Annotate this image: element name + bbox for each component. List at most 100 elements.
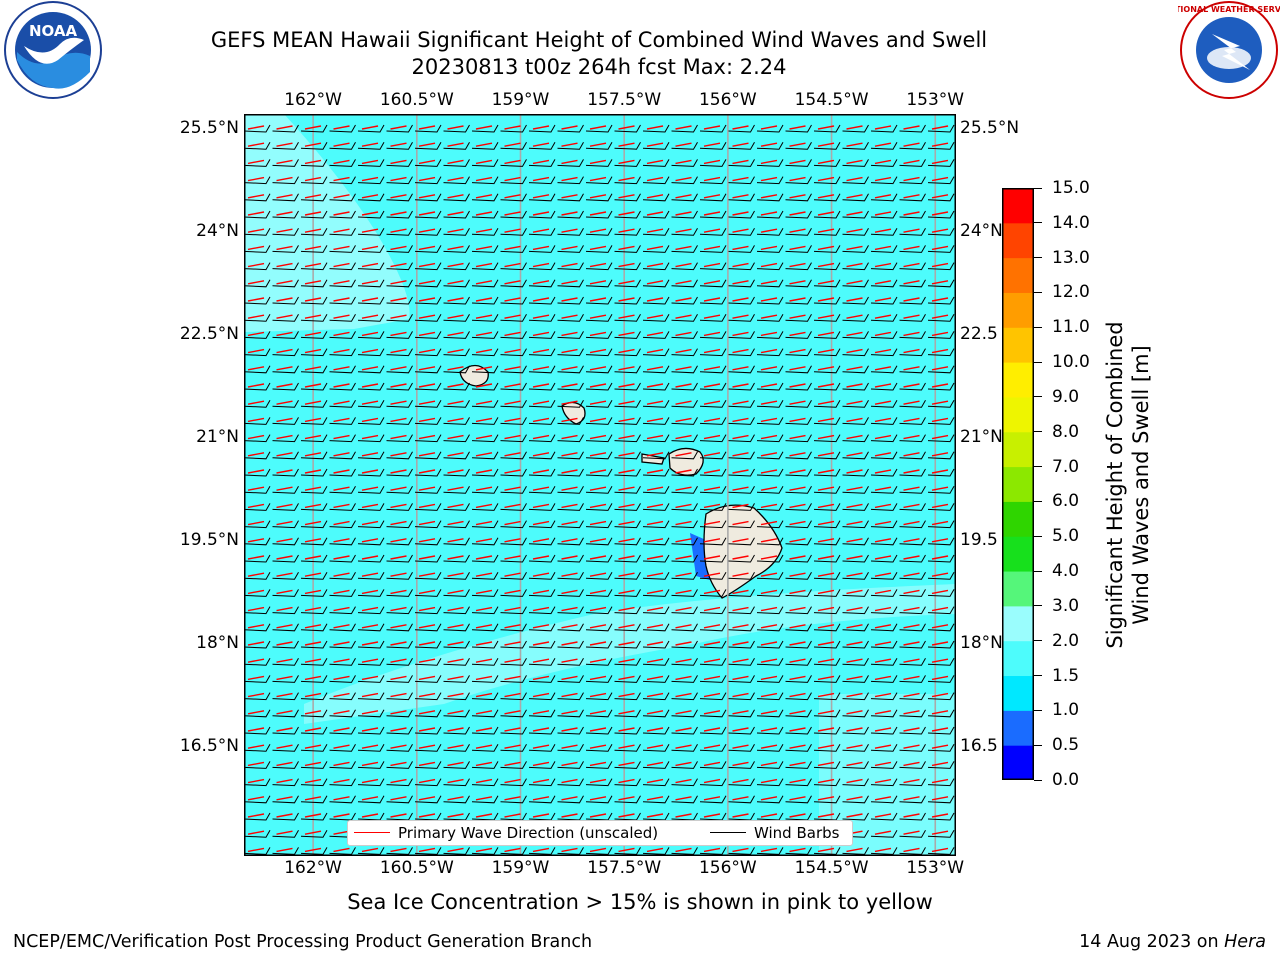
wind-barb	[272, 348, 299, 357]
wind-barb	[756, 537, 784, 546]
wave-direction-arrow	[646, 297, 664, 302]
wind-barb	[870, 159, 898, 167]
wind-barb	[500, 485, 527, 494]
wind-barb	[357, 537, 385, 546]
wave-direction-arrow	[846, 520, 863, 526]
wind-barb	[785, 503, 812, 511]
wind-barb	[842, 468, 869, 477]
wind-barb	[671, 313, 698, 322]
wave-direction-arrow	[817, 280, 835, 285]
wave-direction-arrow	[418, 778, 436, 784]
wind-barb	[443, 245, 470, 253]
wind-barb	[500, 623, 527, 632]
wind-barb	[243, 640, 271, 649]
wave-direction-arrow	[732, 520, 749, 526]
wave-direction-arrow	[760, 847, 778, 853]
wave-direction-arrow	[333, 761, 350, 767]
wave-direction-arrow	[846, 744, 863, 749]
wave-direction-arrow	[931, 194, 949, 199]
wave-direction-arrow	[418, 624, 436, 629]
wind-barb	[557, 623, 584, 632]
wave-direction-arrow	[304, 555, 322, 560]
wind-barb	[699, 485, 727, 494]
wave-direction-arrow	[475, 624, 493, 629]
wind-barb	[614, 193, 641, 202]
wind-barb	[329, 606, 356, 615]
wind-barb	[443, 313, 470, 322]
wind-barb	[899, 348, 926, 357]
wind-barb	[386, 331, 413, 339]
wave-direction-arrow	[532, 641, 550, 646]
wave-direction-arrow	[931, 486, 949, 491]
wind-barb	[870, 176, 898, 185]
wave-direction-arrow	[618, 624, 635, 629]
wave-direction-arrow	[589, 778, 607, 784]
wind-barb	[500, 726, 527, 735]
svg-text:NATIONAL WEATHER SERVICE: NATIONAL WEATHER SERVICE	[1178, 5, 1280, 14]
wind-barb	[927, 726, 955, 735]
wave-direction-arrow	[447, 555, 464, 560]
wind-barb	[386, 571, 413, 580]
wave-direction-arrow	[589, 692, 607, 698]
wind-barb	[813, 124, 841, 133]
wave-direction-arrow	[703, 314, 721, 319]
wind-barb	[927, 245, 955, 253]
wave-direction-arrow	[447, 176, 464, 182]
wind-barb	[414, 365, 442, 374]
wind-barb	[927, 279, 955, 288]
wave-direction-arrow	[817, 159, 835, 165]
wave-direction-arrow	[618, 555, 635, 560]
wind-barb	[357, 485, 385, 494]
wave-direction-arrow	[675, 434, 692, 440]
wave-direction-arrow	[418, 486, 436, 491]
wave-direction-arrow	[504, 658, 521, 663]
wind-barb	[386, 210, 413, 219]
wave-direction-arrow	[247, 297, 265, 302]
wind-barb	[471, 571, 499, 580]
wave-direction-arrow	[333, 796, 350, 801]
wave-direction-arrow	[418, 297, 436, 302]
wind-barb	[557, 554, 584, 563]
wind-barb	[927, 331, 955, 339]
wave-direction-arrow	[589, 589, 607, 595]
wave-direction-arrow	[504, 262, 521, 268]
wave-direction-arrow	[333, 520, 350, 526]
wind-barb	[585, 606, 613, 615]
wave-direction-arrow	[247, 606, 265, 612]
wave-direction-arrow	[418, 796, 436, 801]
wave-direction-arrow	[418, 400, 436, 405]
colorbar-frame	[1002, 188, 1034, 780]
wind-barb	[785, 176, 812, 185]
wave-direction-arrow	[646, 761, 664, 767]
wave-direction-arrow	[618, 589, 635, 595]
wave-direction-arrow	[931, 142, 949, 147]
wave-direction-arrow	[390, 245, 407, 251]
wave-direction-arrow	[931, 830, 949, 835]
wind-barb	[756, 399, 784, 408]
wind-barb	[842, 812, 869, 821]
wind-barb	[557, 365, 584, 374]
map-frame	[244, 114, 956, 856]
wind-barb	[557, 417, 584, 425]
wave-direction-arrow	[618, 331, 635, 337]
wave-direction-arrow	[532, 847, 550, 853]
wind-barb	[756, 227, 784, 236]
wind-barb	[671, 468, 698, 477]
wave-direction-arrow	[247, 813, 265, 818]
wave-direction-arrow	[789, 761, 806, 767]
wave-direction-arrow	[276, 830, 293, 835]
wind-barb	[671, 210, 698, 219]
wave-direction-arrow	[390, 159, 407, 165]
wind-barb	[927, 795, 955, 804]
wind-barb	[870, 657, 898, 666]
wave-direction-arrow	[390, 675, 407, 681]
wind-barb	[329, 159, 356, 167]
wave-direction-arrow	[618, 125, 635, 130]
wind-barb	[842, 279, 869, 288]
wave-direction-arrow	[532, 572, 550, 577]
wave-direction-arrow	[532, 314, 550, 319]
wave-direction-arrow	[247, 211, 265, 216]
wave-direction-arrow	[390, 400, 407, 405]
wave-direction-arrow	[646, 503, 664, 509]
wave-direction-arrow	[732, 176, 749, 182]
